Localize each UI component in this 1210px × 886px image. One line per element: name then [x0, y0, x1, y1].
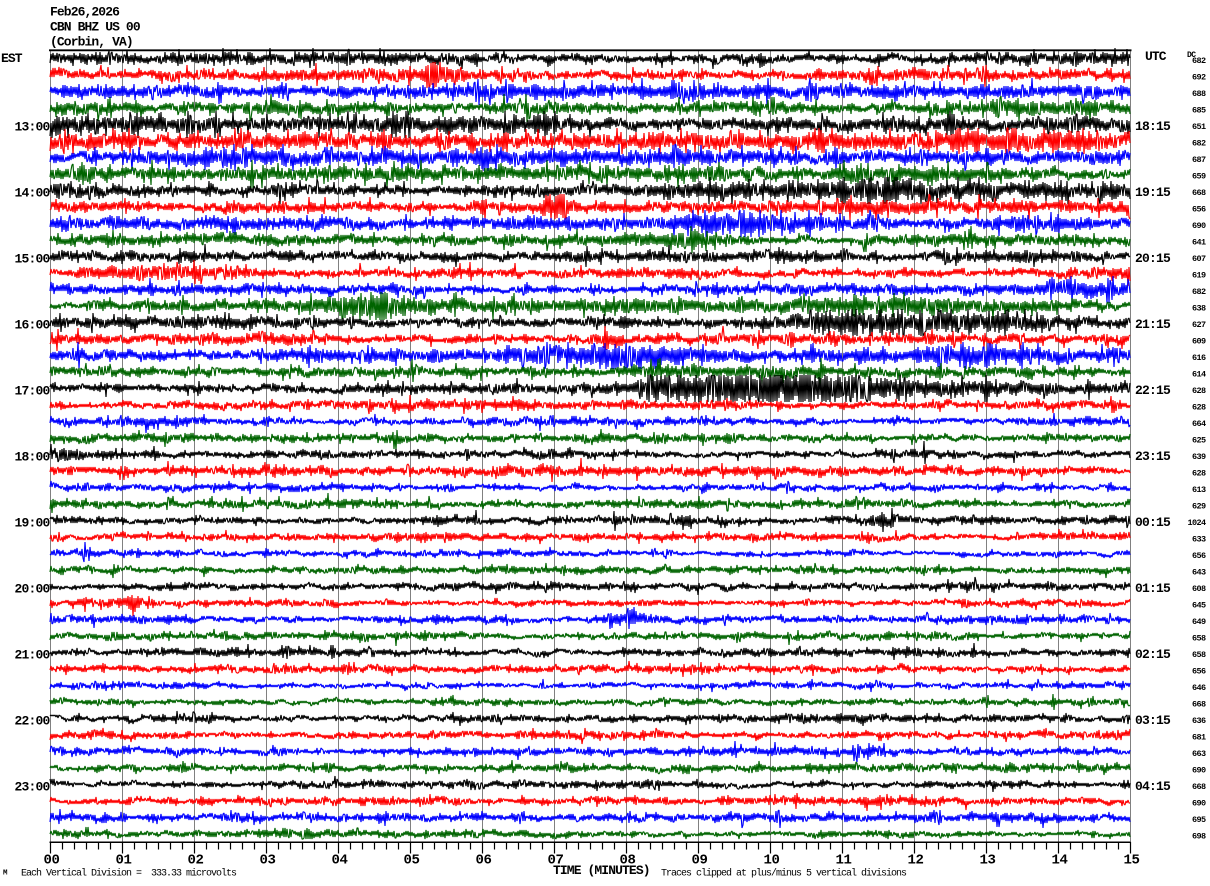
svg-text:641: 641 — [1192, 238, 1206, 248]
svg-text:668: 668 — [1192, 700, 1206, 710]
svg-text:Each Vertical Division = 333.: Each Vertical Division = 333.33 microvol… — [21, 868, 237, 880]
svg-text:656: 656 — [1192, 205, 1206, 215]
svg-text:10: 10 — [763, 853, 779, 869]
svg-text:21:15: 21:15 — [1135, 317, 1171, 332]
svg-text:658: 658 — [1192, 650, 1206, 660]
svg-text:DC: DC — [1187, 51, 1196, 60]
svg-text:02:15: 02:15 — [1135, 647, 1171, 662]
svg-text:633: 633 — [1192, 535, 1206, 545]
svg-text:681: 681 — [1192, 733, 1206, 743]
svg-text:695: 695 — [1192, 815, 1206, 825]
svg-text:13: 13 — [979, 853, 995, 869]
svg-text:685: 685 — [1192, 106, 1206, 116]
svg-text:15:00: 15:00 — [14, 252, 50, 267]
svg-text:639: 639 — [1192, 452, 1206, 462]
svg-text:M: M — [3, 870, 8, 878]
svg-text:607: 607 — [1192, 254, 1206, 264]
svg-text:19:00: 19:00 — [14, 516, 50, 531]
svg-text:20:15: 20:15 — [1135, 251, 1171, 266]
svg-text:645: 645 — [1192, 601, 1206, 611]
svg-text:649: 649 — [1192, 617, 1206, 627]
svg-text:23:00: 23:00 — [14, 780, 50, 795]
svg-text:00:15: 00:15 — [1135, 515, 1171, 530]
svg-text:692: 692 — [1192, 73, 1206, 83]
svg-text:11: 11 — [835, 853, 851, 869]
svg-text:627: 627 — [1192, 320, 1206, 330]
svg-text:17:00: 17:00 — [14, 384, 50, 399]
svg-text:616: 616 — [1192, 353, 1206, 363]
svg-text:656: 656 — [1192, 667, 1206, 677]
svg-text:668: 668 — [1192, 782, 1206, 792]
svg-text:656: 656 — [1192, 551, 1206, 561]
svg-text:690: 690 — [1192, 799, 1206, 809]
svg-text:19:15: 19:15 — [1135, 185, 1171, 200]
svg-text:663: 663 — [1192, 749, 1206, 759]
svg-text:20:00: 20:00 — [14, 582, 50, 597]
svg-text:646: 646 — [1192, 683, 1206, 693]
svg-text:22:00: 22:00 — [14, 714, 50, 729]
svg-text:03:15: 03:15 — [1135, 713, 1171, 728]
svg-text:613: 613 — [1192, 485, 1206, 495]
svg-text:06: 06 — [475, 853, 491, 869]
svg-text:07: 07 — [547, 853, 563, 869]
svg-text:Feb26,2026: Feb26,2026 — [50, 5, 120, 20]
svg-text:628: 628 — [1192, 403, 1206, 413]
svg-text:629: 629 — [1192, 502, 1206, 512]
svg-text:614: 614 — [1192, 370, 1206, 380]
svg-text:638: 638 — [1192, 304, 1206, 314]
svg-text:13:00: 13:00 — [14, 120, 50, 135]
svg-text:14:00: 14:00 — [14, 186, 50, 201]
svg-text:CBN BHZ US 00: CBN BHZ US 00 — [50, 20, 141, 35]
svg-text:643: 643 — [1192, 568, 1206, 578]
svg-text:12: 12 — [907, 853, 923, 869]
svg-text:668: 668 — [1192, 188, 1206, 198]
svg-text:04: 04 — [331, 853, 347, 869]
svg-text:625: 625 — [1192, 436, 1206, 446]
svg-text:682: 682 — [1192, 56, 1206, 66]
svg-text:01: 01 — [115, 853, 131, 869]
svg-text:609: 609 — [1192, 337, 1206, 347]
svg-text:22:15: 22:15 — [1135, 383, 1171, 398]
svg-text:688: 688 — [1192, 89, 1206, 99]
svg-text:619: 619 — [1192, 271, 1206, 281]
svg-text:08: 08 — [619, 853, 635, 869]
svg-text:690: 690 — [1192, 766, 1206, 776]
svg-text:658: 658 — [1192, 634, 1206, 644]
svg-text:03: 03 — [259, 853, 275, 869]
svg-text:16:00: 16:00 — [14, 318, 50, 333]
svg-text:690: 690 — [1192, 221, 1206, 231]
svg-text:TIME (MINUTES): TIME (MINUTES) — [553, 863, 650, 878]
svg-text:1024: 1024 — [1187, 518, 1206, 528]
svg-text:Traces clipped at plus/minus 5: Traces clipped at plus/minus 5 vertical … — [661, 868, 907, 880]
svg-text:UTC: UTC — [1145, 49, 1167, 64]
svg-text:15: 15 — [1123, 853, 1139, 869]
svg-text:14: 14 — [1051, 853, 1067, 869]
svg-text:628: 628 — [1192, 469, 1206, 479]
svg-text:00: 00 — [43, 853, 59, 869]
svg-text:01:15: 01:15 — [1135, 581, 1171, 596]
svg-text:EST: EST — [1, 51, 23, 66]
svg-text:682: 682 — [1192, 139, 1206, 149]
svg-text:659: 659 — [1192, 172, 1206, 182]
svg-text:02: 02 — [187, 853, 203, 869]
svg-text:628: 628 — [1192, 386, 1206, 396]
svg-text:04:15: 04:15 — [1135, 779, 1171, 794]
svg-text:636: 636 — [1192, 716, 1206, 726]
svg-text:(Corbin, VA): (Corbin, VA) — [50, 35, 133, 50]
svg-text:18:15: 18:15 — [1135, 119, 1171, 134]
svg-text:608: 608 — [1192, 584, 1206, 594]
svg-text:664: 664 — [1192, 419, 1206, 429]
svg-text:687: 687 — [1192, 155, 1206, 165]
svg-text:651: 651 — [1192, 122, 1206, 132]
svg-text:682: 682 — [1192, 287, 1206, 297]
svg-text:23:15: 23:15 — [1135, 449, 1171, 464]
svg-text:698: 698 — [1192, 832, 1206, 842]
svg-text:05: 05 — [403, 853, 419, 869]
svg-text:18:00: 18:00 — [14, 450, 50, 465]
svg-text:09: 09 — [691, 853, 707, 869]
svg-text:21:00: 21:00 — [14, 648, 50, 663]
